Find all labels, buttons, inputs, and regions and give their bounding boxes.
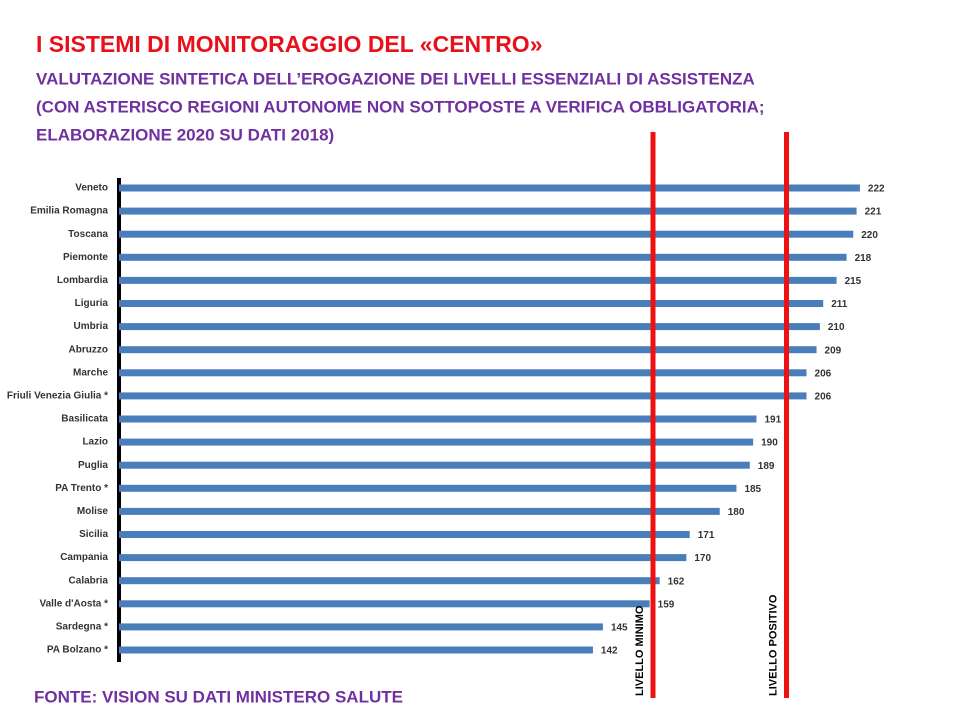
subtitle: ELABORAZIONE 2020 SU DATI 2018) [36,125,334,144]
bar [119,415,757,423]
category-label: Umbria [74,321,109,332]
category-label: Liguria [75,298,109,309]
category-label: Puglia [78,460,108,471]
value-label: 191 [764,415,781,426]
category-label: Emilia Romagna [30,206,108,217]
category-label: Sicilia [79,529,108,540]
reference-label: LIVELLO MINIMO [634,605,646,696]
bar [119,554,687,562]
value-label: 210 [828,322,845,333]
value-label: 190 [761,438,778,449]
value-label: 209 [825,345,842,356]
subtitle: (CON ASTERISCO REGIONI AUTONOME NON SOTT… [36,97,765,116]
category-label: Basilicata [61,414,108,425]
bar [119,369,807,377]
value-label: 211 [831,299,848,310]
bar [119,184,860,192]
value-label: 142 [601,646,618,657]
category-label: Abruzzo [69,344,108,355]
value-label: 145 [611,623,628,634]
bar [119,438,754,446]
value-label: 170 [694,553,711,564]
bar [119,484,737,492]
bar [119,276,837,284]
bar [119,531,690,538]
source: FONTE: VISION SU DATI MINISTERO SALUTE [34,687,403,706]
bar [119,346,817,354]
value-label: 215 [845,276,862,287]
value-label: 222 [868,184,885,195]
bar [119,230,854,238]
category-label: PA Trento * [55,483,108,494]
category-label: Sardegna * [56,622,108,633]
category-label: Molise [77,506,109,517]
bar [119,392,807,400]
bar [119,207,857,215]
category-label: Lazio [82,437,108,448]
value-label: 218 [855,253,872,264]
value-label: 162 [668,576,685,587]
bar [119,253,847,261]
category-label: Marche [73,367,108,378]
chart-title: I SISTEMI DI MONITORAGGIO DEL «CENTRO» [36,31,542,57]
bar [119,600,650,608]
reference-label: LIVELLO POSITIVO [767,594,779,696]
bar [119,461,750,469]
subtitle: VALUTAZIONE SINTETICA DELL’EROGAZIONE DE… [36,69,755,88]
bar [119,577,660,585]
category-label: Veneto [75,183,108,194]
value-label: 221 [865,207,882,218]
category-label: Valle d'Aosta * [39,598,108,609]
value-label: 171 [698,530,715,541]
bar [119,623,603,631]
value-label: 206 [815,368,832,379]
category-label: Campania [60,552,108,563]
value-label: 189 [758,461,775,472]
category-label: Piemonte [63,252,108,263]
value-label: 180 [728,507,745,518]
bar [119,507,720,515]
value-label: 185 [744,484,761,495]
category-label: Lombardia [57,275,109,286]
value-label: 206 [815,392,832,403]
category-label: Friuli Venezia Giulia * [7,391,108,402]
category-label: PA Bolzano * [47,645,108,656]
bar [119,300,824,307]
bar [119,646,593,654]
value-label: 159 [658,599,675,610]
bar [119,323,820,331]
category-label: Calabria [69,575,109,586]
category-label: Toscana [68,229,108,240]
value-label: 220 [861,230,878,241]
